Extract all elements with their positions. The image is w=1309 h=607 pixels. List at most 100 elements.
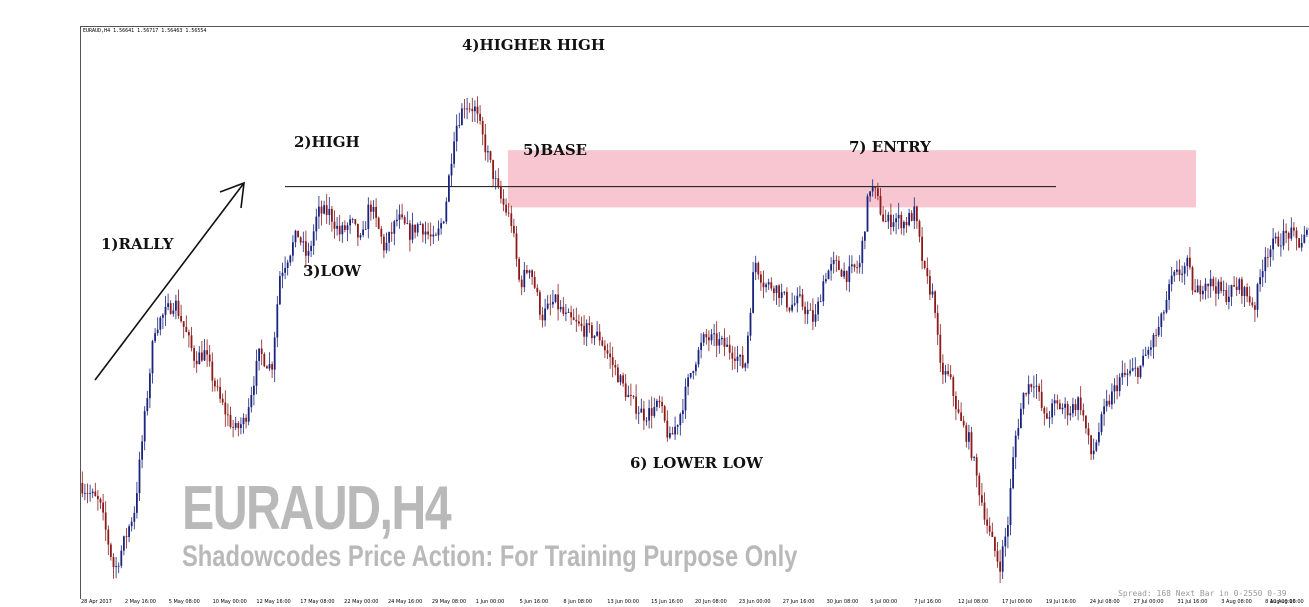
candle-body <box>307 250 310 256</box>
candle-body <box>1178 269 1181 275</box>
x-tick-label: 2 May 16:00 <box>124 599 156 605</box>
candle-body <box>588 323 591 326</box>
candle-body <box>1194 290 1196 293</box>
candle-body <box>1137 367 1139 378</box>
candle-body <box>1124 372 1126 375</box>
candle-body <box>726 344 728 347</box>
candle-body <box>331 208 333 222</box>
candle-body <box>866 196 869 232</box>
candle-body <box>367 204 370 229</box>
candle-body <box>1147 349 1150 355</box>
candle-body <box>939 334 942 363</box>
candle-body <box>393 221 396 234</box>
candle-body <box>1235 286 1238 290</box>
candle-body <box>1040 391 1043 408</box>
candle-body <box>689 373 692 378</box>
x-tick-label: 3 Aug 08:00 <box>1221 599 1252 605</box>
candle-body <box>585 323 588 337</box>
candle-body <box>887 214 890 222</box>
candle-body <box>635 396 637 414</box>
candle-body <box>546 303 549 309</box>
candle-body <box>705 334 708 338</box>
candle-body <box>708 337 710 341</box>
candle-body <box>1001 546 1004 572</box>
x-tick-label: 20 Jun 08:00 <box>695 599 727 605</box>
candle-body <box>518 258 520 280</box>
candle-body <box>377 217 380 229</box>
candle-body <box>279 276 281 305</box>
candle-body <box>138 459 141 494</box>
candle-body <box>346 225 349 230</box>
candle-body <box>1046 413 1048 419</box>
candle-body <box>81 483 84 494</box>
candle-body <box>1095 442 1098 451</box>
candle-body <box>921 236 923 261</box>
candle-body <box>536 287 539 293</box>
candle-body <box>1059 403 1061 410</box>
candle-body <box>609 353 611 358</box>
candle-body <box>175 300 177 311</box>
candle-body <box>1230 285 1233 297</box>
candle-body <box>1004 536 1007 547</box>
candle-body <box>819 301 822 303</box>
candle-body <box>913 206 916 221</box>
candle-body <box>541 314 544 321</box>
annotation-low: 3)LOW <box>303 262 362 280</box>
candle-body <box>461 108 463 126</box>
candle-body <box>1090 435 1092 455</box>
candle-body <box>679 414 682 426</box>
candle-body <box>757 262 760 275</box>
candle-body <box>497 178 500 187</box>
candle-body <box>682 410 684 415</box>
candle-body <box>310 245 312 251</box>
candle-body <box>354 219 357 224</box>
chart-area[interactable]: 1)RALLY 2)HIGH 3)LOW 4)HIGHER HIGH 5)BASE 6) … <box>80 26 1309 599</box>
x-tick-label: 5 Jul 00:00 <box>870 599 898 605</box>
candle-body <box>149 373 151 399</box>
price-chart[interactable]: 1)RALLY 2)HIGH 3)LOW 4)HIGHER HIGH 5)BASE 6) … <box>81 27 1309 599</box>
candle-body <box>890 214 892 228</box>
candle-body <box>445 201 448 222</box>
candle-body <box>292 242 294 256</box>
candle-body <box>198 352 201 365</box>
candle-body <box>918 221 921 237</box>
candle-body <box>1290 227 1293 239</box>
candle-body <box>598 331 601 341</box>
candle-body <box>221 398 224 403</box>
annotation-base: 5)BASE <box>523 141 587 159</box>
candle-body <box>206 350 208 355</box>
x-tick-label: 17 May 08:00 <box>300 599 335 605</box>
candle-body <box>752 272 754 313</box>
candle-body <box>1020 408 1022 429</box>
candle-body <box>255 360 258 386</box>
candle-body <box>999 561 1001 572</box>
candle-body <box>1121 372 1124 378</box>
candle-body <box>507 212 510 214</box>
candle-body <box>432 234 435 237</box>
candle-body <box>1212 278 1215 287</box>
candle-body <box>960 412 962 421</box>
candle-body <box>796 295 799 304</box>
candle-body <box>325 205 328 216</box>
candle-body <box>845 270 848 282</box>
candle-body <box>476 106 479 114</box>
candle-body <box>214 380 216 387</box>
candle-body <box>996 550 999 562</box>
candle-body <box>728 344 731 353</box>
candle-body <box>442 221 445 224</box>
candle-body <box>380 228 383 237</box>
candle-body <box>130 521 133 527</box>
candle-body <box>663 406 666 421</box>
candle-body <box>1025 393 1027 395</box>
candle-body <box>526 269 528 273</box>
candle-body <box>931 291 934 295</box>
candle-body <box>1170 275 1173 285</box>
candle-body <box>286 262 289 268</box>
candle-body <box>458 125 461 126</box>
candle-body <box>515 233 518 259</box>
candle-body <box>1196 285 1199 293</box>
candle-body <box>1085 415 1087 429</box>
candle-body <box>580 323 583 326</box>
candle-body <box>323 205 325 214</box>
x-tick-label: 5 May 08:00 <box>168 599 200 605</box>
